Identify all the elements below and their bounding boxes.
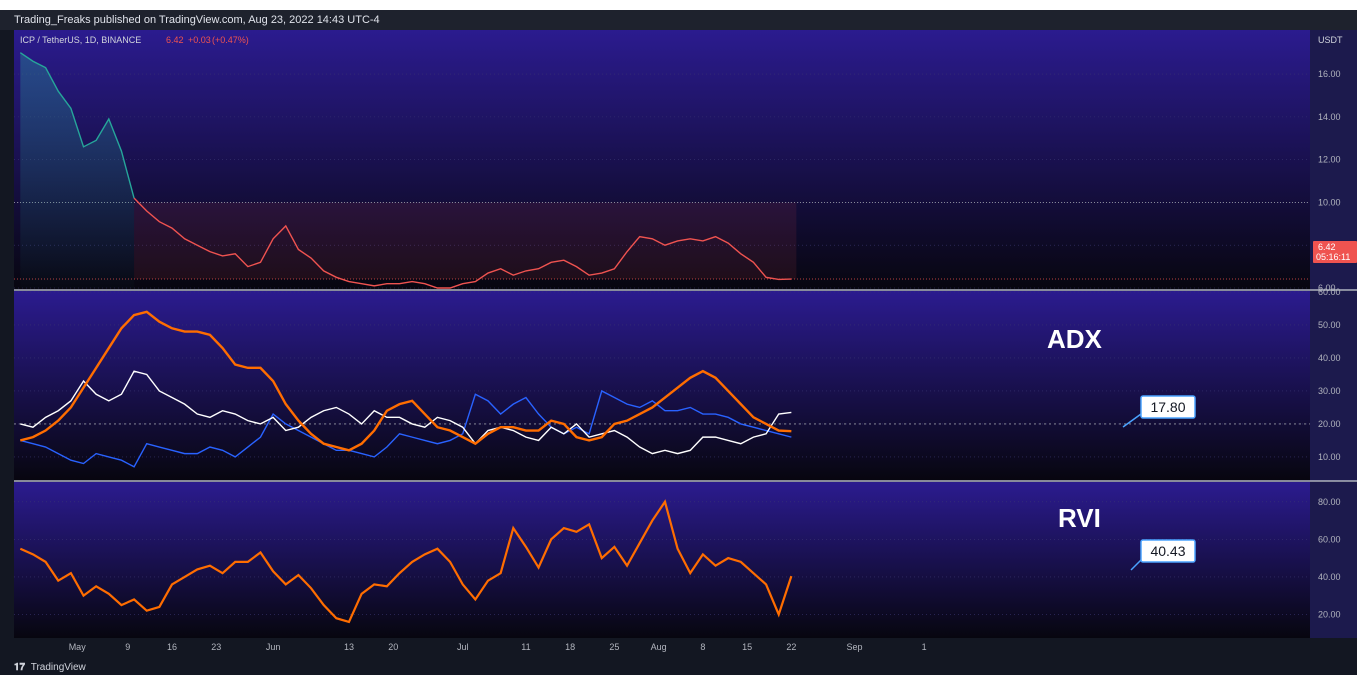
publisher-text: Trading_Freaks published on TradingView.… — [14, 14, 380, 26]
time-tick-label: Aug — [651, 642, 667, 652]
publish-header: Trading_Freaks published on TradingView.… — [0, 10, 1357, 30]
price-line-up — [19, 52, 135, 199]
price-ytick-label: 12.00 — [1318, 155, 1341, 165]
time-tick-label: Jun — [266, 642, 281, 652]
time-tick-label: 22 — [786, 642, 796, 652]
adx-series-di-plus — [20, 370, 792, 455]
time-tick-label: 16 — [167, 642, 177, 652]
time-tick-label: 8 — [700, 642, 705, 652]
adx-ytick-label: 10.00 — [1318, 452, 1341, 462]
price-area-up — [20, 52, 135, 289]
price-ytick-label: 10.00 — [1318, 197, 1341, 207]
price-ytick-label: 6.00 — [1318, 283, 1336, 293]
rvi-ytick-label: 40.00 — [1318, 572, 1341, 582]
rvi-value-label: 40.43 — [1150, 543, 1185, 559]
time-tick-label: May — [69, 642, 87, 652]
adx-value-label: 17.80 — [1150, 399, 1185, 415]
price-ytick-label: 16.00 — [1318, 69, 1341, 79]
rvi-title: RVI — [1058, 503, 1101, 533]
footer: 𝟏𝟕 TradingView — [0, 660, 1357, 675]
time-tick-label: 25 — [609, 642, 619, 652]
time-tick-label: 20 — [388, 642, 398, 652]
rvi-ytick-label: 20.00 — [1318, 609, 1341, 619]
tradingview-logo-icon: 𝟏𝟕 — [14, 662, 26, 673]
adx-title: ADX — [1047, 324, 1103, 354]
adx-ytick-label: 50.00 — [1318, 320, 1341, 330]
price-legend-title: ICP / TetherUS, 1D, BINANCE — [20, 35, 141, 45]
rvi-value-box — [1140, 539, 1196, 563]
price-range-box — [134, 202, 797, 280]
adx-ytick-label: 20.00 — [1318, 419, 1341, 429]
time-tick-label: 18 — [565, 642, 575, 652]
price-axis-unit: USDT — [1318, 35, 1343, 45]
time-tick-label: 15 — [742, 642, 752, 652]
price-label-box — [1313, 241, 1357, 263]
time-tick-label: Jul — [457, 642, 469, 652]
rvi-callout-line — [1130, 559, 1142, 571]
rvi-pane[interactable]: 80.00 60.00 40.00 20.00 RVI 40.43 — [14, 482, 1357, 638]
time-tick-label: 11 — [521, 642, 530, 652]
top-bar — [0, 0, 1357, 10]
time-axis[interactable]: May 9 16 23 Jun 13 20 Jul 11 18 25 Aug 8 15 22 Sep 1 — [14, 638, 1357, 660]
price-countdown: 05:16:11 — [1316, 252, 1350, 262]
price-legend-change: +0.03 — [188, 35, 211, 45]
footer-brand: TradingView — [30, 662, 86, 673]
adx-series-adx — [20, 310, 792, 452]
time-tick-label: 1 — [922, 642, 927, 652]
adx-pane[interactable]: 60.00 50.00 40.00 30.00 20.00 10.00 ADX 17.80 — [14, 287, 1357, 481]
time-tick-label: Sep — [847, 642, 863, 652]
price-ytick-label: 14.00 — [1318, 112, 1341, 122]
price-label: 6.42 — [1318, 242, 1336, 252]
adx-value-box — [1140, 395, 1196, 419]
price-legend-last: 6.42 — [166, 35, 184, 45]
rvi-ytick-label: 60.00 — [1318, 534, 1341, 544]
adx-series-di-minus — [20, 389, 792, 468]
adx-callout-line — [1122, 413, 1142, 428]
price-legend-change-pct: (+0.47%) — [212, 35, 249, 45]
time-tick-label: 23 — [211, 642, 221, 652]
rvi-ytick-label: 80.00 — [1318, 497, 1341, 507]
rvi-series — [19, 499, 793, 624]
adx-ytick-label: 30.00 — [1318, 386, 1341, 396]
time-tick-label: 13 — [344, 642, 354, 652]
price-line-down — [133, 197, 792, 289]
time-tick-label: 9 — [125, 642, 130, 652]
adx-ytick-label: 60.00 — [1318, 287, 1341, 297]
adx-ytick-label: 40.00 — [1318, 353, 1341, 363]
